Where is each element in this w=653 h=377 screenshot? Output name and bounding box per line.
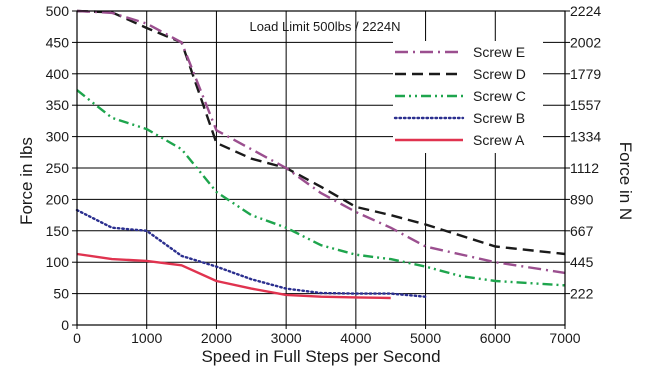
legend-label: Screw D bbox=[473, 66, 526, 82]
y2-tick-label: 1334 bbox=[570, 129, 601, 145]
series-lines bbox=[75, 9, 566, 300]
x-tick-label: 2000 bbox=[201, 330, 232, 346]
series-line-screw-c bbox=[76, 89, 566, 287]
tick-labels: 0 50 100 150 200 250 300 350 400 450 500 222 445 667 8… bbox=[46, 3, 602, 346]
y-tick-label: 250 bbox=[46, 160, 70, 176]
y2-tick-label: 1557 bbox=[570, 97, 601, 113]
legend-box bbox=[393, 41, 543, 153]
y2-tick-label: 222 bbox=[570, 286, 594, 302]
y-tick-label: 500 bbox=[46, 3, 70, 19]
load-limit-label: Load Limit 500lbs / 2224N bbox=[249, 19, 400, 34]
x-tick-label: 0 bbox=[73, 330, 81, 346]
y2-tick-label: 890 bbox=[570, 191, 594, 207]
y-tick-label: 300 bbox=[46, 129, 70, 145]
legend-label: Screw B bbox=[473, 110, 525, 126]
y2-tick-label: 1779 bbox=[570, 66, 601, 82]
y2-tick-label: 2224 bbox=[570, 3, 601, 19]
series-line-screw-a bbox=[76, 252, 391, 300]
y-tick-label: 450 bbox=[46, 34, 70, 50]
y2-tick-label: 1112 bbox=[570, 160, 599, 176]
y2-tick-label: 667 bbox=[570, 223, 594, 239]
x-tick-label: 5000 bbox=[410, 330, 441, 346]
x-tick-label: 7000 bbox=[549, 330, 580, 346]
x-tick-label: 6000 bbox=[480, 330, 511, 346]
y-tick-label: 100 bbox=[46, 254, 70, 270]
y-tick-label: 50 bbox=[53, 286, 69, 302]
y-tick-label: 0 bbox=[61, 317, 69, 333]
plot-frame bbox=[72, 10, 570, 329]
legend-label: Screw A bbox=[473, 132, 525, 148]
legend-label: Screw C bbox=[473, 88, 526, 104]
series-line-screw-e bbox=[76, 9, 566, 275]
y2-tick-label: 2002 bbox=[570, 34, 601, 50]
y-axis-title: Force in lbs bbox=[17, 137, 36, 225]
legend: Screw E Screw D Screw C Screw B Screw A bbox=[393, 41, 543, 153]
x-tick-label: 4000 bbox=[340, 330, 371, 346]
legend-label: Screw E bbox=[473, 44, 525, 60]
series-line-screw-b bbox=[75, 208, 427, 298]
y2-tick-label: 445 bbox=[570, 254, 594, 270]
y-tick-label: 200 bbox=[46, 191, 70, 207]
y2-axis-title: Force in N bbox=[616, 142, 635, 220]
y-tick-label: 350 bbox=[46, 97, 70, 113]
x-axis-title: Speed in Full Steps per Second bbox=[201, 347, 440, 366]
x-tick-label: 3000 bbox=[271, 330, 302, 346]
y-tick-label: 400 bbox=[46, 66, 70, 82]
x-tick-label: 1000 bbox=[131, 330, 162, 346]
y-tick-label: 150 bbox=[46, 223, 70, 239]
